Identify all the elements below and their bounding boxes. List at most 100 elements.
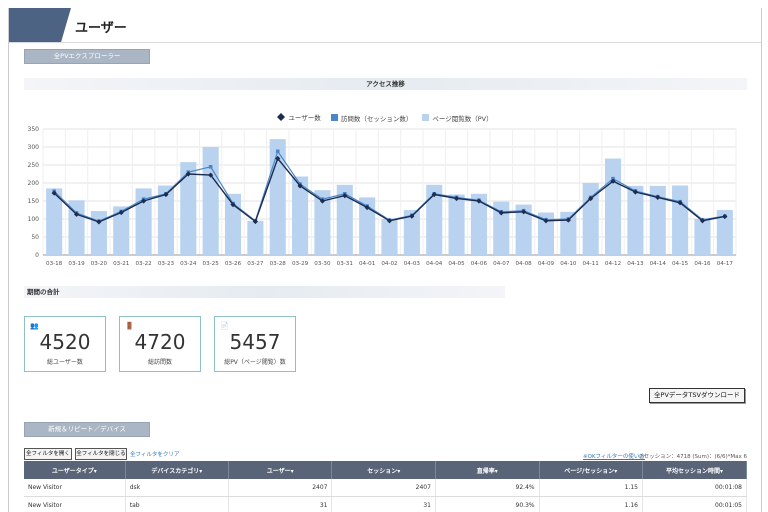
session-summary-note: ◎セッション：4718 (Sum)：(6/6)*Max 6 (638, 454, 747, 460)
bar-pv (560, 211, 577, 255)
col-user-type[interactable]: ユーザータイプ▾ (24, 461, 126, 479)
bar-pv (605, 158, 622, 255)
x-tick-label: 04-12 (605, 261, 621, 267)
y-tick-label: 350 (28, 126, 40, 133)
x-tick-label: 03-18 (46, 261, 63, 267)
x-tick-label: 04-07 (493, 261, 510, 267)
col-avg-session-duration[interactable]: 平均セッション時間▾ (642, 461, 748, 479)
tsv-download-button[interactable]: 全PVデータTSVダウンロード (649, 388, 745, 403)
cell-bounce: 92.4% (435, 479, 540, 497)
chart-legend: ユーザー数 訪問数（セッション数） ページ閲覧数（PV） (9, 112, 761, 123)
bar-pv (537, 212, 555, 255)
cell-users: 2407 (228, 479, 333, 497)
bar-pv (381, 219, 398, 255)
x-tick-label: 03-23 (158, 261, 175, 267)
y-tick-label: 250 (28, 162, 40, 169)
x-tick-label: 03-29 (292, 261, 309, 267)
point-users (610, 178, 616, 184)
x-tick-label: 03-27 (247, 261, 264, 267)
x-tick-label: 03-20 (91, 261, 108, 267)
square-icon (422, 114, 430, 121)
close-all-filters-button[interactable]: 全フィルタを閉じる (75, 448, 127, 460)
point-users (230, 202, 236, 208)
point-users (521, 209, 527, 215)
card-value: 5457 (229, 330, 281, 354)
point-users (699, 218, 706, 224)
col-device-category[interactable]: デバイスカテゴリ▾ (125, 461, 229, 479)
device-section-label[interactable]: 新規＆リピート／デバイス (24, 422, 150, 437)
clear-filters-link[interactable]: 全フィルタをクリア (130, 452, 180, 458)
point-users (498, 210, 504, 216)
x-tick-label: 03-31 (337, 261, 354, 267)
cell-device: dsk (125, 479, 229, 497)
app-frame: ユーザー 全PVエクスプローラー アクセス推移 ユーザー数 訪問数（セッション数… (8, 8, 762, 512)
point-users (163, 191, 169, 198)
col-sessions[interactable]: セッション▾ (331, 461, 436, 479)
x-tick-label: 04-17 (717, 261, 734, 267)
x-tick-label: 03-19 (68, 261, 85, 267)
bar-pv (672, 185, 689, 255)
point-users (722, 213, 728, 220)
bar-pv (627, 185, 644, 255)
cell-device: tab (125, 496, 229, 512)
cell-sessions: 31 (331, 496, 436, 512)
card-label: 総ユーザー数 (47, 359, 83, 366)
x-tick-label: 03-30 (314, 261, 331, 267)
card-value: 4520 (39, 330, 91, 354)
col-pages-per-session[interactable]: ページ/セッション▾ (539, 461, 643, 479)
card-label: 総PV（ページ閲覧）数 (224, 359, 286, 366)
y-tick-label: 50 (31, 234, 39, 241)
bar-pv (716, 210, 733, 255)
point-sessions (208, 165, 213, 169)
legend-item-sessions[interactable]: 訪問数（セッション数） (330, 113, 413, 123)
device-table: ユーザータイプ▾ デバイスカテゴリ▾ ユーザー▾ セッション▾ 直帰率▾ ページ… (24, 461, 748, 512)
point-users (342, 193, 348, 199)
y-tick-label: 300 (28, 144, 40, 151)
point-users (588, 195, 594, 202)
cell-pages: 1.15 (539, 479, 643, 497)
user-icon: 👥 (30, 322, 39, 330)
x-tick-label: 03-21 (113, 261, 130, 267)
x-tick-label: 04-13 (627, 261, 644, 267)
access-trend-chart: 0 50 100 150 200 250 300 350 03-18 03-19 03-20 03-2… (28, 126, 737, 267)
y-tick-label: 200 (28, 180, 40, 187)
point-users (96, 219, 102, 225)
card-value: 4720 (134, 330, 186, 354)
col-bounce-rate[interactable]: 直帰率▾ (435, 461, 540, 479)
point-users (409, 213, 415, 219)
bar-pv (46, 188, 63, 255)
x-tick-label: 04-04 (426, 261, 443, 267)
pages-icon: 📄 (220, 322, 229, 330)
point-users (677, 200, 683, 206)
bar-pv (359, 197, 376, 255)
filter-help-link[interactable]: ※OKフィルターの使い方 (583, 454, 645, 460)
x-tick-label: 03-22 (135, 261, 151, 267)
cell-user-type: New Visitor (24, 479, 126, 497)
x-tick-label: 03-25 (203, 261, 220, 267)
point-users (73, 211, 80, 217)
square-icon (330, 114, 338, 121)
bar-pv (493, 201, 510, 255)
point-users (655, 194, 661, 200)
open-all-filters-button[interactable]: 全フィルタを開く (24, 448, 72, 460)
bar-pv (470, 193, 487, 255)
x-tick-label: 04-03 (404, 261, 421, 267)
door-icon: 🚪 (125, 322, 134, 330)
explorer-section-label[interactable]: 全PVエクスプローラー (24, 49, 150, 64)
cell-duration: 00:01:08 (642, 479, 748, 497)
col-users[interactable]: ユーザー▾ (228, 461, 333, 479)
legend-label-sessions: 訪問数（セッション数） (340, 114, 413, 123)
bar-pv (403, 210, 420, 255)
x-tick-label: 04-14 (650, 261, 667, 267)
point-users (118, 209, 124, 216)
cell-user-type: New Visitor (24, 496, 126, 512)
point-users (386, 218, 393, 224)
x-tick-label: 04-02 (381, 261, 397, 267)
table-row: New Visitor tab 31 31 90.3% 1.16 00:01:0… (24, 496, 748, 512)
legend-item-pv[interactable]: ページ閲覧数（PV） (422, 113, 493, 123)
card-total-users: 👥 4520 総ユーザー数 (24, 316, 106, 372)
legend-item-users[interactable]: ユーザー数 (277, 112, 321, 122)
point-users (319, 198, 326, 204)
point-users (252, 218, 258, 225)
point-users (185, 171, 191, 177)
